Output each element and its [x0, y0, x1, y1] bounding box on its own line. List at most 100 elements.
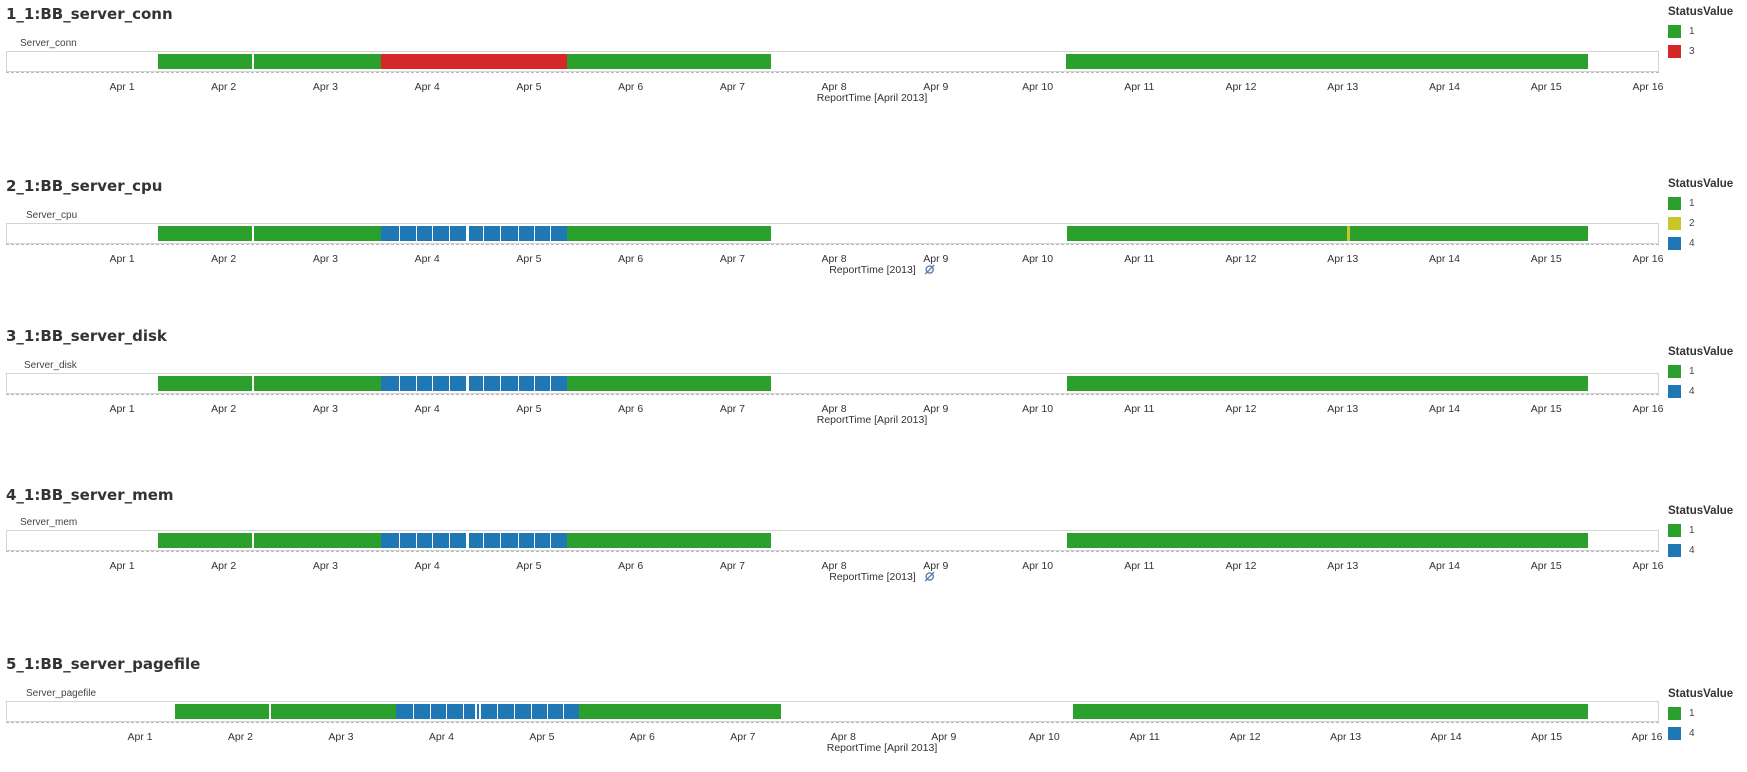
legend-item[interactable]: 1: [1668, 193, 1743, 213]
legend-item[interactable]: 1: [1668, 361, 1743, 381]
legend-item[interactable]: 3: [1668, 41, 1743, 61]
legend-item[interactable]: 4: [1668, 540, 1743, 560]
status-bar-4[interactable]: [551, 376, 567, 391]
legend-swatch: [1668, 196, 1681, 210]
status-bar-1[interactable]: [1349, 226, 1588, 241]
status-bar-1[interactable]: [254, 533, 382, 548]
status-bar-1[interactable]: [254, 376, 382, 391]
status-bar-4[interactable]: [433, 533, 449, 548]
status-bar-4[interactable]: [535, 226, 551, 241]
status-bar-1[interactable]: [566, 533, 772, 548]
link-icon[interactable]: [924, 571, 935, 585]
status-bar-4[interactable]: [514, 704, 531, 719]
status-bar-1[interactable]: [157, 226, 253, 241]
legend-item[interactable]: 4: [1668, 233, 1743, 253]
legend-swatch: [1668, 543, 1681, 557]
status-bar-1[interactable]: [579, 704, 781, 719]
status-bar-1[interactable]: [566, 54, 772, 69]
status-bar-4[interactable]: [484, 376, 501, 391]
status-bar-4[interactable]: [381, 226, 399, 241]
status-bar-4[interactable]: [480, 704, 497, 719]
status-bar-4[interactable]: [463, 704, 475, 719]
status-bar-1[interactable]: [1067, 376, 1588, 391]
status-bar-4[interactable]: [484, 226, 501, 241]
status-bar-1[interactable]: [175, 704, 269, 719]
status-bar-4[interactable]: [381, 533, 399, 548]
status-bar-1[interactable]: [1073, 704, 1588, 719]
status-bar-4[interactable]: [431, 704, 447, 719]
status-bar-4[interactable]: [468, 226, 484, 241]
status-bar-2[interactable]: [1346, 226, 1350, 241]
status-bar-4[interactable]: [468, 376, 484, 391]
status-bar-1[interactable]: [157, 533, 253, 548]
status-bar-4[interactable]: [518, 533, 534, 548]
status-bar-4[interactable]: [501, 226, 518, 241]
x-tick-label: Apr 13: [1330, 731, 1362, 743]
x-axis-label: ReportTime [2013]: [829, 264, 935, 278]
status-bar-1[interactable]: [157, 54, 253, 69]
status-bar-1[interactable]: [254, 54, 382, 69]
status-bar-4[interactable]: [417, 376, 433, 391]
status-bar-4[interactable]: [476, 704, 479, 719]
status-bar-1[interactable]: [270, 704, 397, 719]
status-bar-4[interactable]: [497, 704, 514, 719]
status-bar-4[interactable]: [501, 376, 518, 391]
status-bar-1[interactable]: [566, 226, 772, 241]
legend-label: 4: [1689, 237, 1695, 249]
x-tick-label: Apr 13: [1327, 253, 1359, 265]
status-bar-4[interactable]: [535, 533, 551, 548]
status-bar-4[interactable]: [501, 533, 518, 548]
x-tick-label: Apr 11: [1124, 560, 1155, 572]
status-bar-4[interactable]: [381, 376, 399, 391]
legend-item[interactable]: 1: [1668, 703, 1743, 723]
status-bar-4[interactable]: [484, 533, 501, 548]
legend-item[interactable]: 1: [1668, 520, 1743, 540]
status-bar-4[interactable]: [518, 226, 534, 241]
x-tick-label: Apr 1: [109, 253, 135, 265]
status-bar-4[interactable]: [535, 376, 551, 391]
legend-label: 4: [1689, 385, 1695, 397]
status-bar-4[interactable]: [417, 533, 433, 548]
status-bar-4[interactable]: [449, 376, 466, 391]
status-bar-4[interactable]: [449, 533, 466, 548]
status-bar-1[interactable]: [1067, 533, 1588, 548]
status-bar-4[interactable]: [449, 226, 466, 241]
legend-swatch: [1668, 706, 1681, 720]
status-bar-4[interactable]: [433, 376, 449, 391]
status-bar-4[interactable]: [518, 376, 534, 391]
status-bar-4[interactable]: [447, 704, 463, 719]
status-bar-1[interactable]: [254, 226, 382, 241]
x-tick-label: Apr 15: [1530, 560, 1562, 572]
status-bar-3[interactable]: [381, 54, 567, 69]
status-bar-4[interactable]: [433, 226, 449, 241]
status-bar-1[interactable]: [566, 376, 772, 391]
status-bar-1[interactable]: [1066, 54, 1588, 69]
status-bar-4[interactable]: [399, 226, 416, 241]
status-bar-4[interactable]: [531, 704, 547, 719]
x-tick-label: Apr 9: [923, 403, 949, 415]
legend-item[interactable]: 1: [1668, 21, 1743, 41]
status-bar-4[interactable]: [399, 376, 416, 391]
status-bar-4[interactable]: [399, 533, 416, 548]
legend-item[interactable]: 2: [1668, 213, 1743, 233]
chart-panel-pagefile: 5_1:BB_server_pagefile Server_pagefile w…: [0, 650, 1747, 772]
legend-item[interactable]: 4: [1668, 381, 1743, 401]
status-bar-4[interactable]: [396, 704, 414, 719]
link-icon[interactable]: [924, 264, 935, 278]
x-tick-label: Apr 16: [1631, 731, 1663, 743]
legend-item[interactable]: 4: [1668, 723, 1743, 743]
status-bar-4[interactable]: [547, 704, 563, 719]
row-header: Server_cpu: [26, 210, 78, 221]
x-tick-label: Apr 9: [923, 560, 949, 572]
x-tick-label: Apr 16: [1632, 560, 1664, 572]
status-bar-1[interactable]: [1067, 226, 1347, 241]
status-bar-4[interactable]: [417, 226, 433, 241]
status-bar-4[interactable]: [551, 533, 567, 548]
status-bar-4[interactable]: [414, 704, 431, 719]
status-bar-4[interactable]: [563, 704, 580, 719]
status-bar-4[interactable]: [468, 533, 484, 548]
status-bar-1[interactable]: [157, 376, 253, 391]
status-bar-4[interactable]: [551, 226, 567, 241]
x-tick-label: Apr 7: [719, 403, 745, 415]
